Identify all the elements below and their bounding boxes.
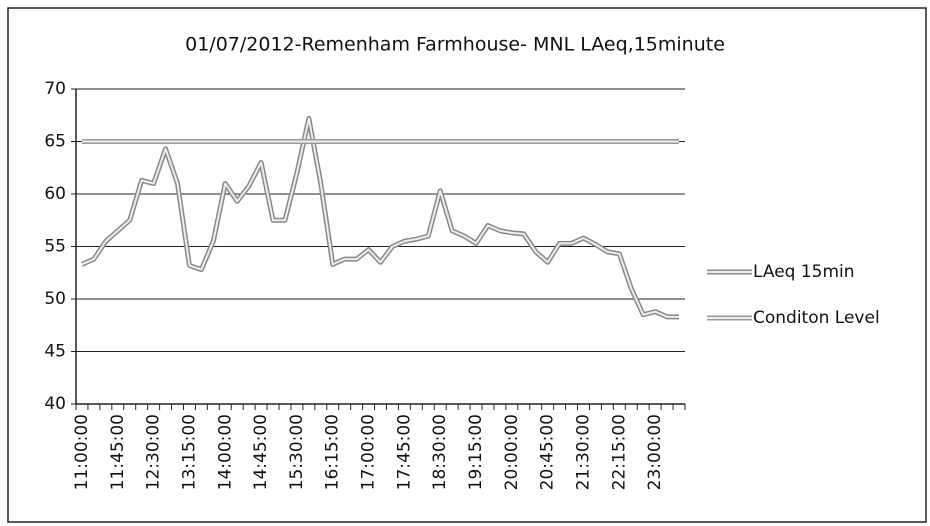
x-tick-label: 13:15:00 — [179, 414, 199, 490]
legend-label: LAeq 15min — [753, 262, 855, 282]
x-tick-label: 15:30:00 — [287, 414, 307, 490]
x-tick-label: 17:45:00 — [394, 414, 414, 490]
x-tick-label: 16:15:00 — [323, 414, 343, 490]
x-tick-label: 23:00:00 — [645, 414, 665, 490]
x-tick-label: 20:45:00 — [538, 414, 558, 490]
x-tick-label: 19:15:00 — [466, 414, 486, 490]
y-tick-label: 60 — [44, 184, 66, 204]
y-tick-label: 50 — [44, 289, 66, 309]
y-tick-label: 65 — [44, 132, 66, 152]
legend-label: Conditon Level — [753, 308, 880, 328]
x-tick-label: 11:45:00 — [108, 414, 128, 490]
x-tick-label: 18:30:00 — [430, 414, 450, 490]
x-tick-label: 17:00:00 — [359, 414, 379, 490]
y-tick-label: 55 — [44, 237, 66, 257]
x-tick-label: 21:30:00 — [574, 414, 594, 490]
chart-title: 01/07/2012-Remenham Farmhouse- MNL LAeq,… — [185, 34, 725, 56]
x-tick-label: 12:30:00 — [144, 414, 164, 490]
x-tick-label: 22:15:00 — [609, 414, 629, 490]
x-tick-label: 20:00:00 — [502, 414, 522, 490]
y-tick-label: 70 — [44, 79, 66, 99]
y-tick-label: 40 — [44, 394, 66, 414]
x-tick-label: 14:00:00 — [215, 414, 235, 490]
x-tick-label: 14:45:00 — [251, 414, 271, 490]
series-line — [81, 117, 680, 318]
x-tick-label: 11:00:00 — [72, 414, 92, 490]
y-tick-label: 45 — [44, 342, 66, 362]
chart-frame — [7, 7, 927, 523]
